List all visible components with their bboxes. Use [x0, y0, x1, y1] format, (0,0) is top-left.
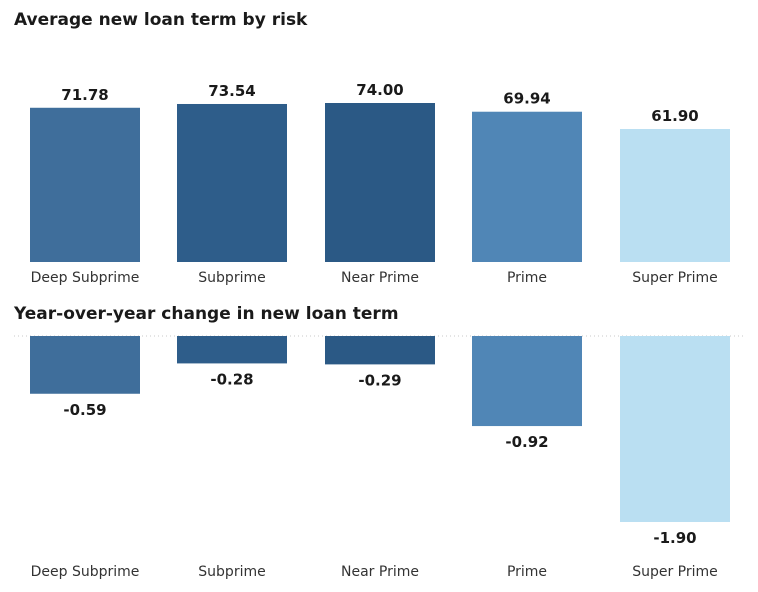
category-label: Super Prime: [632, 564, 718, 580]
category-label: Deep Subprime: [31, 270, 140, 286]
chart-title-average-loan-term: Average new loan term by risk: [14, 10, 308, 30]
bar-deep-subprime: [30, 107, 140, 263]
category-label: Prime: [507, 270, 547, 286]
bar-deep-subprime: [30, 336, 140, 394]
data-label: -0.92: [505, 433, 548, 451]
bar-near-prime: [325, 336, 435, 365]
category-label: Subprime: [198, 270, 265, 286]
category-label: Near Prime: [341, 270, 419, 286]
data-label: 71.78: [61, 86, 108, 104]
chart-title-yoy-change: Year-over-year change in new loan term: [14, 304, 399, 324]
category-label: Super Prime: [632, 270, 718, 286]
data-label: -0.29: [358, 371, 401, 389]
category-label: Near Prime: [341, 564, 419, 580]
data-label: -0.59: [63, 401, 106, 419]
data-label: 61.90: [651, 107, 698, 125]
data-label: 73.54: [208, 82, 255, 100]
bar-near-prime: [325, 103, 435, 262]
bar-subprime: [177, 103, 287, 263]
data-label: -0.28: [210, 370, 253, 388]
data-label: 74.00: [356, 81, 403, 99]
average-loan-term-bar-chart: 71.78 Deep Subprime 73.54 Subprime 74.00 Near…: [30, 81, 730, 286]
data-label: -1.90: [653, 529, 696, 547]
bar-subprime: [177, 336, 287, 364]
category-label: Subprime: [198, 564, 265, 580]
category-label: Prime: [507, 564, 547, 580]
bar-prime: [472, 111, 582, 262]
bar-super-prime: [620, 128, 730, 262]
data-label: 69.94: [503, 90, 550, 108]
bar-super-prime: [620, 336, 730, 522]
category-label: Deep Subprime: [31, 564, 140, 580]
bar-prime: [472, 336, 582, 427]
